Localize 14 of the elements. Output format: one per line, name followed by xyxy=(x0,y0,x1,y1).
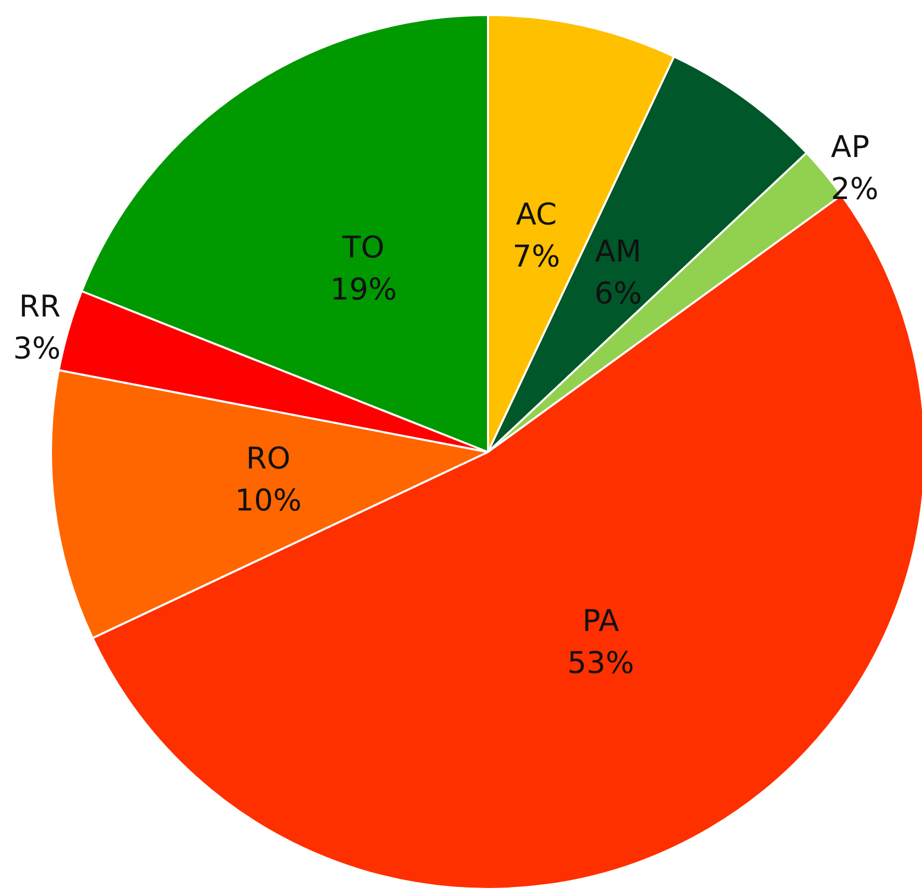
data-label: 3% xyxy=(13,331,61,366)
data-label: 6% xyxy=(594,276,642,312)
slice-label: RO xyxy=(246,441,290,476)
slice-label: TO xyxy=(342,230,384,266)
slice-label: AP xyxy=(830,130,870,165)
data-label: 10% xyxy=(234,483,302,518)
data-label: 53% xyxy=(567,646,634,682)
data-label: 7% xyxy=(512,239,560,274)
slice-label: AC xyxy=(516,197,557,232)
slice-label: AM xyxy=(594,234,642,270)
slice-label: RR xyxy=(18,289,61,324)
data-label: 2% xyxy=(830,172,878,207)
slice-label: PA xyxy=(582,604,620,640)
data-label: 19% xyxy=(330,272,397,308)
